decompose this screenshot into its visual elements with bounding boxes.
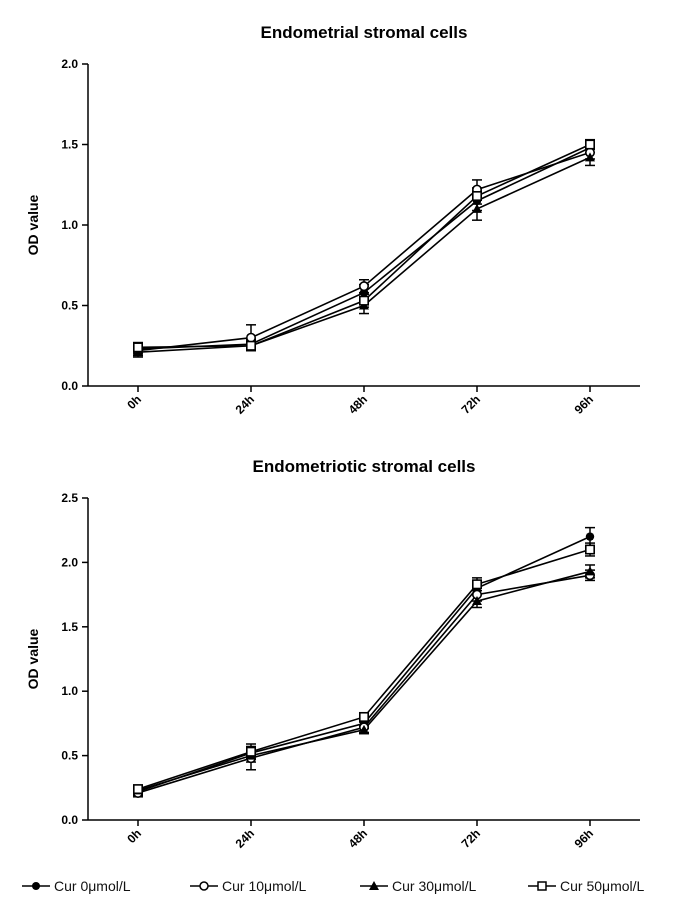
data-point-series-3 <box>471 579 482 590</box>
data-point-series-3 <box>584 139 595 150</box>
y-tick-label: 1.0 <box>61 684 78 698</box>
data-point-series-1 <box>246 332 257 343</box>
data-point-series-3 <box>246 746 257 757</box>
x-tick-label: 24h <box>233 392 258 417</box>
y-tick-label: 0.0 <box>61 813 78 827</box>
chart-panel-endometriotic: Endometriotic stromal cells OD value 0.0 0.… <box>0 440 695 870</box>
y-axis-label: OD value <box>25 194 41 255</box>
series-line-2 <box>137 156 591 353</box>
series-line-1 <box>137 151 591 352</box>
series-line-1 <box>137 574 591 794</box>
series-line-0 <box>137 146 591 350</box>
chart-endometriotic: Endometriotic stromal cells OD value 0.0 0.… <box>25 457 640 851</box>
y-tick-label: 2.0 <box>61 555 78 569</box>
data-point-series-2 <box>472 596 482 606</box>
series-line-0 <box>137 535 591 793</box>
chart-legend: Cur 0μmol/L Cur 10μmol/L Cur 30μmol/L Cu… <box>0 872 695 899</box>
y-tick-label: 0.0 <box>61 379 78 393</box>
data-point-series-2 <box>359 724 369 734</box>
y-tick-label: 2.5 <box>61 491 78 505</box>
data-point-series-3 <box>471 191 482 202</box>
chart-title: Endometrial stromal cells <box>261 23 468 42</box>
legend-item-cur-10: Cur 10μmol/L <box>190 872 306 899</box>
legend-label: Cur 10μmol/L <box>222 877 307 894</box>
legend-item-cur-50: Cur 50μmol/L <box>528 872 644 899</box>
legend-marker-open-square <box>528 880 556 891</box>
x-tick-label: 0h <box>124 392 144 412</box>
legend-marker-filled-triangle <box>360 880 388 890</box>
x-tick-label: 48h <box>346 392 371 417</box>
legend-label: Cur 50μmol/L <box>560 877 645 894</box>
series-line-2 <box>137 570 591 792</box>
y-tick-label: 1.5 <box>61 620 78 634</box>
legend-label: Cur 0μmol/L <box>54 877 131 894</box>
data-point-series-2 <box>585 152 595 162</box>
legend-item-cur-30: Cur 30μmol/L <box>360 872 476 899</box>
chart-title: Endometriotic stromal cells <box>253 457 476 476</box>
series-line-3 <box>137 143 591 349</box>
y-tick-label: 1.5 <box>61 138 78 152</box>
x-tick-label: 24h <box>233 826 258 851</box>
data-point-series-3 <box>133 342 144 353</box>
data-point-series-2 <box>472 203 482 213</box>
data-point-series-3 <box>584 544 595 555</box>
y-tick-label: 1.0 <box>61 218 78 232</box>
x-tick-label: 0h <box>124 826 144 846</box>
x-tick-label: 48h <box>346 826 371 851</box>
legend-item-cur-0: Cur 0μmol/L <box>22 872 131 899</box>
legend-marker-filled-circle <box>22 881 50 890</box>
data-point-series-3 <box>358 711 369 722</box>
y-axis-label: OD value <box>25 628 41 689</box>
legend-marker-open-circle <box>190 880 218 891</box>
legend-label: Cur 30μmol/L <box>392 877 477 894</box>
data-point-series-3 <box>246 340 257 351</box>
data-point-series-2 <box>585 566 595 576</box>
chart-endometrial: Endometrial stromal cells OD value 0.0 0.5 1… <box>25 23 640 417</box>
x-tick-label: 96h <box>572 826 597 851</box>
series-line-3 <box>137 548 591 790</box>
x-tick-label: 96h <box>572 392 597 417</box>
x-tick-label: 72h <box>459 392 484 417</box>
x-tick-label: 72h <box>459 826 484 851</box>
data-point-series-3 <box>133 784 144 795</box>
data-point-series-3 <box>358 295 369 306</box>
data-point-series-0 <box>585 532 595 541</box>
y-tick-label: 0.5 <box>61 299 78 313</box>
y-tick-label: 2.0 <box>61 57 78 71</box>
y-tick-label: 0.5 <box>61 749 78 763</box>
chart-panel-endometrial: Endometrial stromal cells OD value 0.0 0.5 1… <box>0 0 695 440</box>
data-point-series-1 <box>358 281 369 292</box>
